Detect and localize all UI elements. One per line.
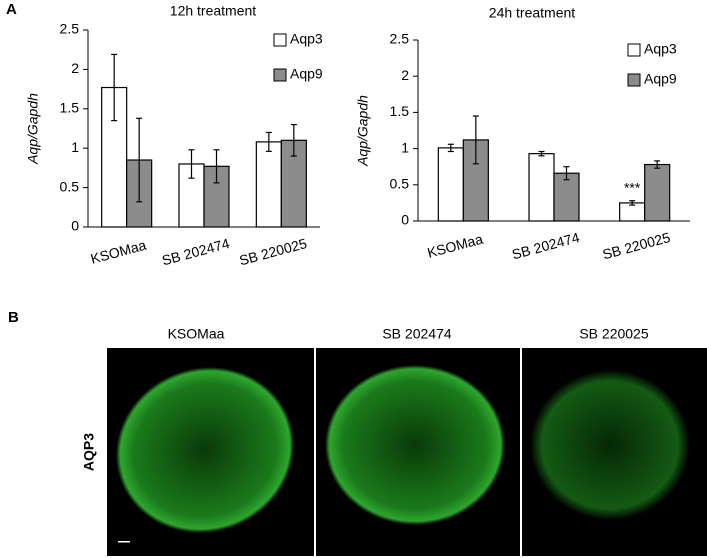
bar	[437, 147, 464, 222]
image-column-label: SB 202474	[382, 326, 451, 342]
error-bar	[213, 149, 220, 184]
error-bar	[447, 143, 454, 153]
bar	[528, 153, 555, 222]
y-tick-label: 2.5	[60, 21, 80, 37]
y-tick-label: 0	[71, 218, 79, 234]
x-tick-label: SB 220025	[237, 235, 308, 268]
bar	[644, 163, 671, 222]
x-tick-label: KSOMaa	[425, 231, 484, 261]
legend-swatch	[627, 73, 641, 87]
legend-label: Aqp9	[644, 71, 677, 87]
panel-label: B	[8, 309, 19, 326]
legend-label: Aqp3	[290, 31, 323, 47]
bar	[462, 139, 489, 222]
error-bar	[290, 123, 297, 157]
y-tick-label: 1	[71, 139, 79, 155]
bar	[553, 172, 580, 222]
x-tick-label: SB 202474	[510, 229, 581, 262]
chart-title: 24h treatment	[489, 5, 575, 21]
x-tick-label: SB 220025	[601, 229, 672, 262]
legend-swatch	[273, 33, 287, 47]
error-bar	[654, 160, 661, 169]
annotation: ***	[624, 179, 641, 195]
error-bar	[136, 117, 143, 203]
error-bar	[629, 200, 636, 206]
error-bar	[538, 150, 545, 157]
x-tick-label: SB 202474	[160, 235, 231, 268]
y-tick-label: 0	[401, 212, 409, 228]
legend-label: Aqp3	[644, 41, 677, 57]
micrograph-panel	[107, 348, 707, 556]
legend-swatch	[273, 68, 287, 82]
legend-label: Aqp9	[290, 66, 323, 82]
bar	[255, 141, 282, 228]
error-bar	[265, 131, 272, 152]
bar	[101, 86, 128, 228]
chart-title: 12h treatment	[170, 3, 256, 19]
y-axis-label: Aqp/Gapdh	[25, 93, 41, 165]
image-column-label: KSOMaa	[168, 326, 225, 342]
y-tick-label: 2.5	[390, 31, 410, 47]
y-tick-label: 1.5	[390, 103, 410, 119]
error-bar	[563, 166, 570, 181]
y-tick-label: 2	[71, 60, 79, 76]
error-bar	[472, 115, 479, 165]
panel-label: A	[6, 1, 17, 18]
y-tick-label: 1	[401, 139, 409, 155]
image-row-label: AQP3	[81, 433, 97, 471]
y-tick-label: 1.5	[60, 100, 80, 116]
y-tick-label: 0.5	[60, 178, 80, 194]
y-tick-label: 2	[401, 67, 409, 83]
y-axis-label: Aqp/Gapdh	[355, 95, 371, 167]
y-tick-label: 0.5	[390, 176, 410, 192]
x-tick-label: KSOMaa	[89, 237, 148, 267]
error-bar	[188, 149, 195, 179]
legend-swatch	[627, 43, 641, 57]
error-bar	[111, 53, 118, 122]
image-column-label: SB 220025	[579, 326, 648, 342]
